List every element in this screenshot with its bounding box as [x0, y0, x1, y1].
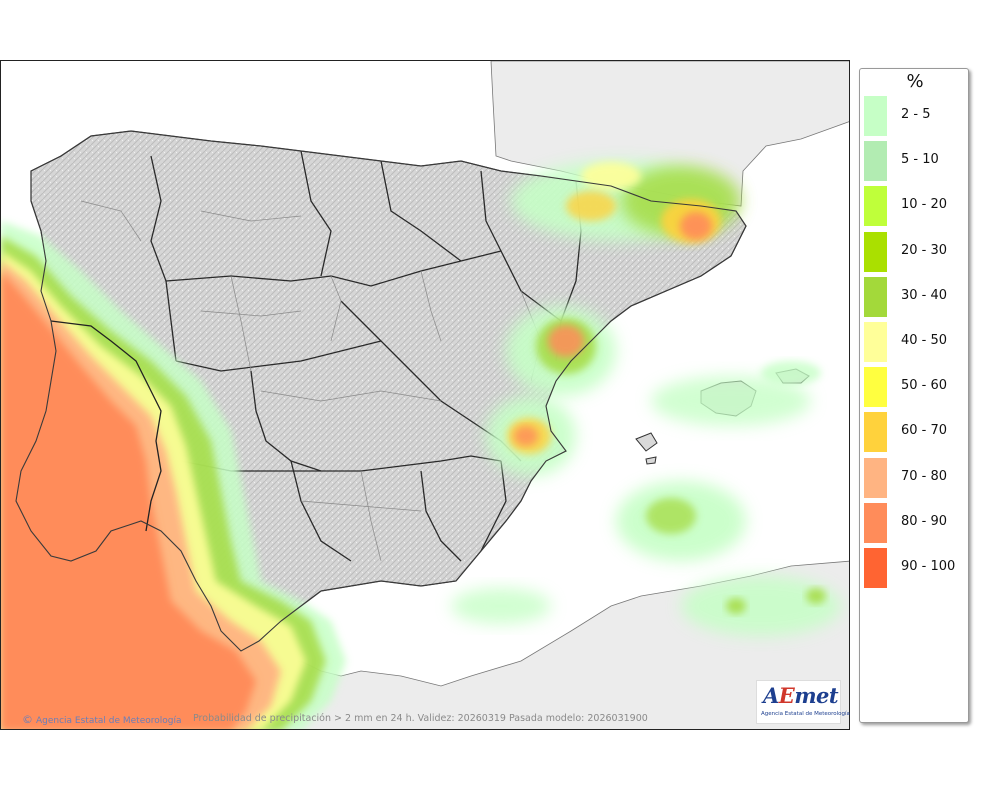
legend-label: 10 - 20 — [901, 197, 948, 213]
legend-swatch — [864, 548, 887, 588]
agency-credit-text: Agencia Estatal de Meteorología — [36, 716, 182, 726]
legend-item: 60 - 70 — [864, 412, 968, 454]
legend-swatch — [864, 502, 887, 543]
logo-subtitle: Agencia Estatal de Meteorología — [761, 711, 850, 717]
legend-label: 90 - 100 — [901, 559, 956, 574]
portugal-spain-border — [50, 320, 162, 532]
precip-overlay-mediterranean — [451, 361, 841, 636]
legend-swatch — [864, 457, 887, 498]
legend-label: 20 - 30 — [901, 242, 948, 258]
logo-letter-e: E — [778, 683, 795, 708]
legend-item: 90 - 100 — [864, 548, 968, 590]
legend-label: 40 - 50 — [901, 333, 948, 348]
legend-label: 30 - 40 — [901, 287, 948, 303]
legend-item: 2 - 5 — [864, 96, 968, 138]
formentera-island — [645, 456, 657, 465]
copyright-icon: © — [22, 713, 33, 726]
logo-letters-met: met — [794, 683, 839, 708]
map-caption: Probabilidad de precipitación > 2 mm en … — [193, 713, 648, 724]
aemet-logo-wordmark: AEmet — [763, 683, 839, 708]
legend-label: 50 - 60 — [901, 378, 948, 394]
legend-label: 2 - 5 — [901, 107, 931, 122]
legend-title: % — [906, 71, 924, 92]
legend-swatch — [864, 231, 887, 272]
legend-item: 40 - 50 — [864, 322, 968, 364]
legend-swatch — [864, 276, 887, 317]
map-canvas — [1, 61, 849, 729]
precipitation-probability-map[interactable] — [0, 60, 850, 730]
legend-label: 80 - 90 — [901, 513, 948, 529]
coastline — [15, 130, 747, 652]
legend-swatch — [864, 412, 887, 453]
legend-swatch — [864, 141, 887, 182]
legend-item: 10 - 20 — [864, 186, 968, 228]
legend-swatch — [864, 186, 887, 227]
agency-credit[interactable]: © Agencia Estatal de Meteorología — [22, 713, 182, 726]
legend-swatch — [864, 322, 887, 362]
precip-overlay-east-coast — [486, 306, 616, 476]
legend-label: 70 - 80 — [901, 468, 948, 484]
precip-overlay-atlantic — [1, 221, 346, 729]
aemet-logo[interactable]: AEmet Agencia Estatal de Meteorología — [756, 680, 850, 724]
legend-panel: % 2 - 5 5 - 10 10 - 20 20 - 30 30 - 40 40 - 5… — [859, 68, 969, 723]
legend-label: 60 - 70 — [901, 423, 948, 439]
logo-letter-a: A — [763, 683, 779, 708]
legend-swatch — [864, 96, 887, 136]
legend-item: 5 - 10 — [864, 141, 968, 183]
ibiza-island — [635, 432, 658, 452]
legend-item: 50 - 60 — [864, 367, 968, 409]
legend-item: 80 - 90 — [864, 502, 968, 545]
legend-swatch — [864, 367, 887, 408]
legend-item: 20 - 30 — [864, 231, 968, 274]
legend-item: 30 - 40 — [864, 276, 968, 319]
legend-label: 5 - 10 — [901, 152, 939, 168]
precip-overlay-northeast — [511, 161, 741, 243]
legend-item: 70 - 80 — [864, 457, 968, 500]
